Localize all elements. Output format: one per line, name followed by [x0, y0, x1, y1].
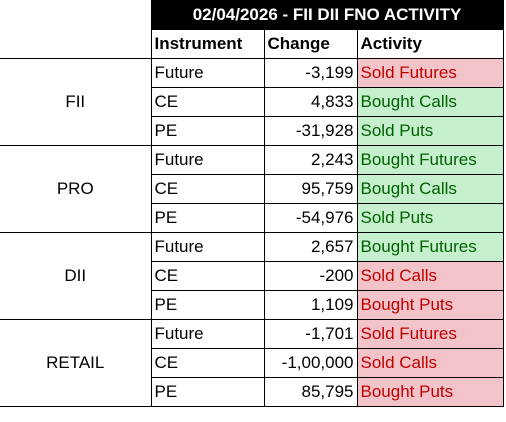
activity-cell: Sold Puts [356, 203, 504, 233]
activity-cell: Bought Puts [356, 377, 504, 407]
change-cell: 85,795 [263, 377, 358, 407]
table-row: PE -54,976 Sold Puts [0, 203, 504, 233]
column-header-change: Change [263, 29, 358, 59]
change-cell: 1,109 [263, 290, 358, 320]
instrument-cell: Future [150, 145, 265, 175]
activity-cell: Sold Futures [356, 58, 504, 88]
activity-cell: Bought Calls [356, 87, 504, 117]
change-cell: 95,759 [263, 174, 358, 204]
activity-cell: Sold Futures [356, 319, 504, 349]
title-spacer [0, 0, 151, 30]
instrument-cell: CE [150, 174, 265, 204]
activity-cell: Bought Futures [356, 232, 504, 262]
table-row: CE -200 Sold Calls [0, 261, 504, 291]
title-row: 02/04/2026 - FII DII FNO ACTIVITY [0, 0, 504, 30]
table-row: DII Future 2,657 Bought Futures [0, 232, 504, 320]
instrument-cell: Future [150, 232, 265, 262]
instrument-cell: Future [150, 319, 265, 349]
column-header-instrument: Instrument [150, 29, 265, 59]
activity-cell: Sold Calls [356, 261, 504, 291]
table-title: 02/04/2026 - FII DII FNO ACTIVITY [150, 0, 504, 30]
activity-cell: Bought Calls [356, 174, 504, 204]
table-row: PRO Future 2,243 Bought Futures [0, 145, 504, 233]
table-row: FII Future -3,199 Sold Futures [0, 58, 504, 146]
change-cell: -1,00,000 [263, 348, 358, 378]
group-label: RETAIL [0, 319, 152, 407]
instrument-cell: PE [150, 203, 265, 233]
instrument-cell: CE [150, 348, 265, 378]
table-row: CE -1,00,000 Sold Calls [0, 348, 504, 378]
change-cell: 2,243 [263, 145, 358, 175]
table-row: CE 4,833 Bought Calls [0, 87, 504, 117]
instrument-cell: CE [150, 87, 265, 117]
activity-cell: Sold Calls [356, 348, 504, 378]
table-body: FII Future -3,199 Sold Futures CE 4,833 Bought… [0, 58, 504, 407]
table-row: PE -31,928 Sold Puts [0, 116, 504, 146]
header-spacer [0, 29, 152, 59]
instrument-cell: Future [150, 58, 265, 88]
column-header-activity: Activity [356, 29, 504, 59]
activity-cell: Bought Puts [356, 290, 504, 320]
change-cell: 4,833 [263, 87, 358, 117]
instrument-cell: CE [150, 261, 265, 291]
instrument-cell: PE [150, 116, 265, 146]
table-row: CE 95,759 Bought Calls [0, 174, 504, 204]
change-cell: -3,199 [263, 58, 358, 88]
instrument-cell: PE [150, 290, 265, 320]
table-row: PE 85,795 Bought Puts [0, 377, 504, 407]
group-label: DII [0, 232, 152, 320]
activity-cell: Sold Puts [356, 116, 504, 146]
change-cell: -200 [263, 261, 358, 291]
change-cell: -1,701 [263, 319, 358, 349]
table-row: PE 1,109 Bought Puts [0, 290, 504, 320]
change-cell: -31,928 [263, 116, 358, 146]
activity-cell: Bought Futures [356, 145, 504, 175]
change-cell: -54,976 [263, 203, 358, 233]
table-row: RETAIL Future -1,701 Sold Futures [0, 319, 504, 407]
change-cell: 2,657 [263, 232, 358, 262]
header-row: Instrument Change Activity [0, 29, 504, 59]
fno-activity-table: 02/04/2026 - FII DII FNO ACTIVITY Instru… [0, 0, 504, 407]
instrument-cell: PE [150, 377, 265, 407]
group-label: PRO [0, 145, 152, 233]
group-label: FII [0, 58, 152, 146]
